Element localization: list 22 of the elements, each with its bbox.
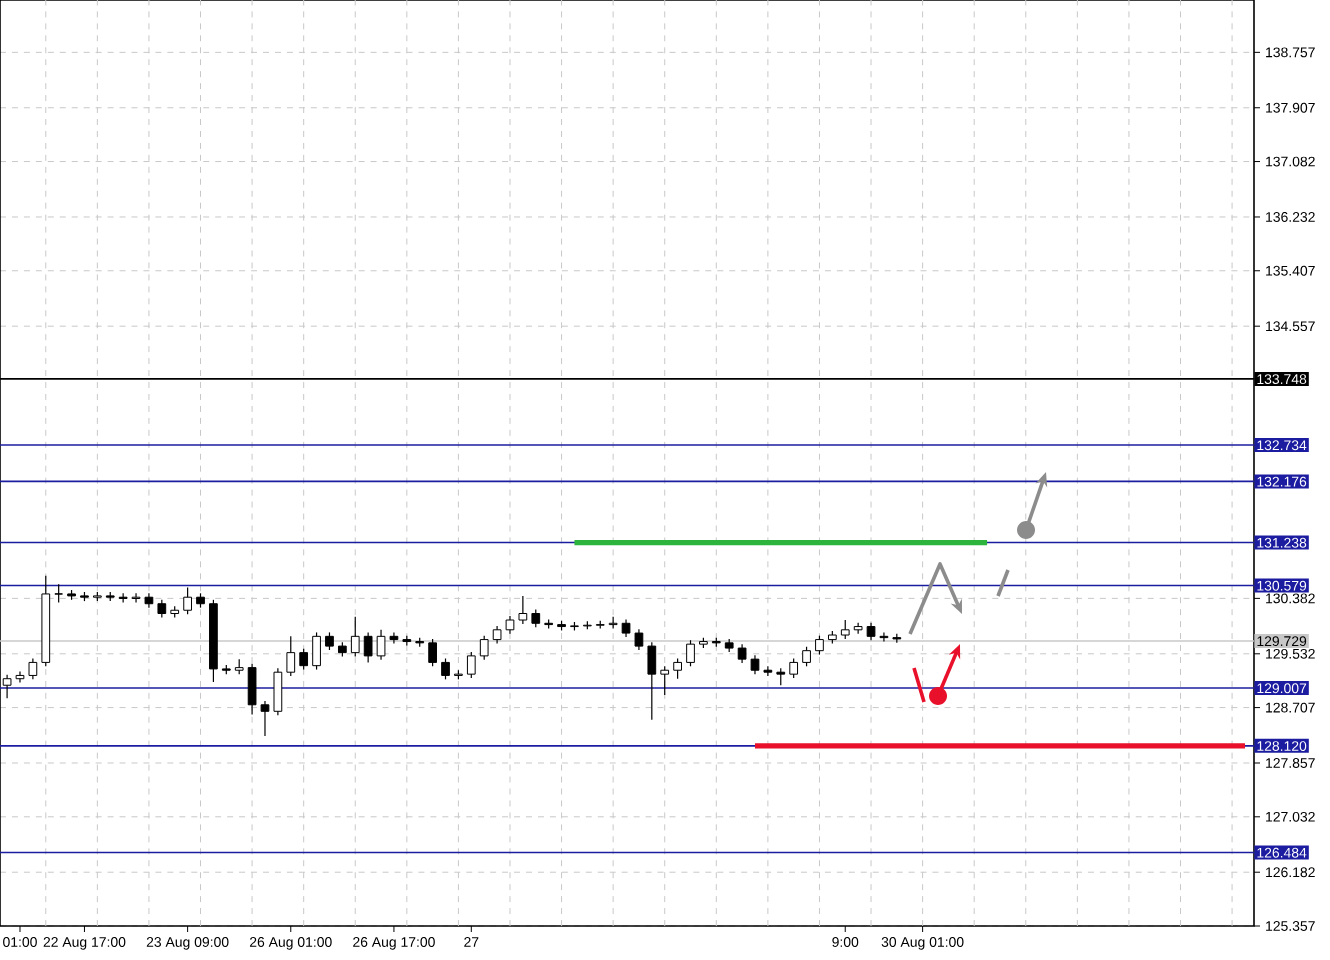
candlestick	[686, 639, 695, 667]
candlestick	[789, 657, 799, 679]
candlestick	[183, 586, 192, 615]
candlestick	[660, 665, 670, 696]
candlestick	[673, 657, 682, 680]
candlestick	[479, 635, 489, 661]
candlestick	[802, 646, 811, 667]
candlestick	[299, 648, 309, 671]
candlestick	[286, 635, 296, 677]
candlestick	[441, 657, 450, 680]
candlestick	[815, 635, 824, 656]
candlestick	[466, 651, 476, 679]
candlestick	[840, 619, 850, 640]
candlestick	[350, 616, 360, 658]
candlestick	[428, 638, 437, 667]
candlestick	[853, 622, 863, 635]
candlestick	[118, 592, 128, 604]
candlestick	[647, 641, 657, 721]
candlestick	[54, 583, 64, 604]
candlestick	[608, 616, 618, 630]
candlestick	[363, 631, 373, 664]
candlestick	[312, 631, 321, 671]
